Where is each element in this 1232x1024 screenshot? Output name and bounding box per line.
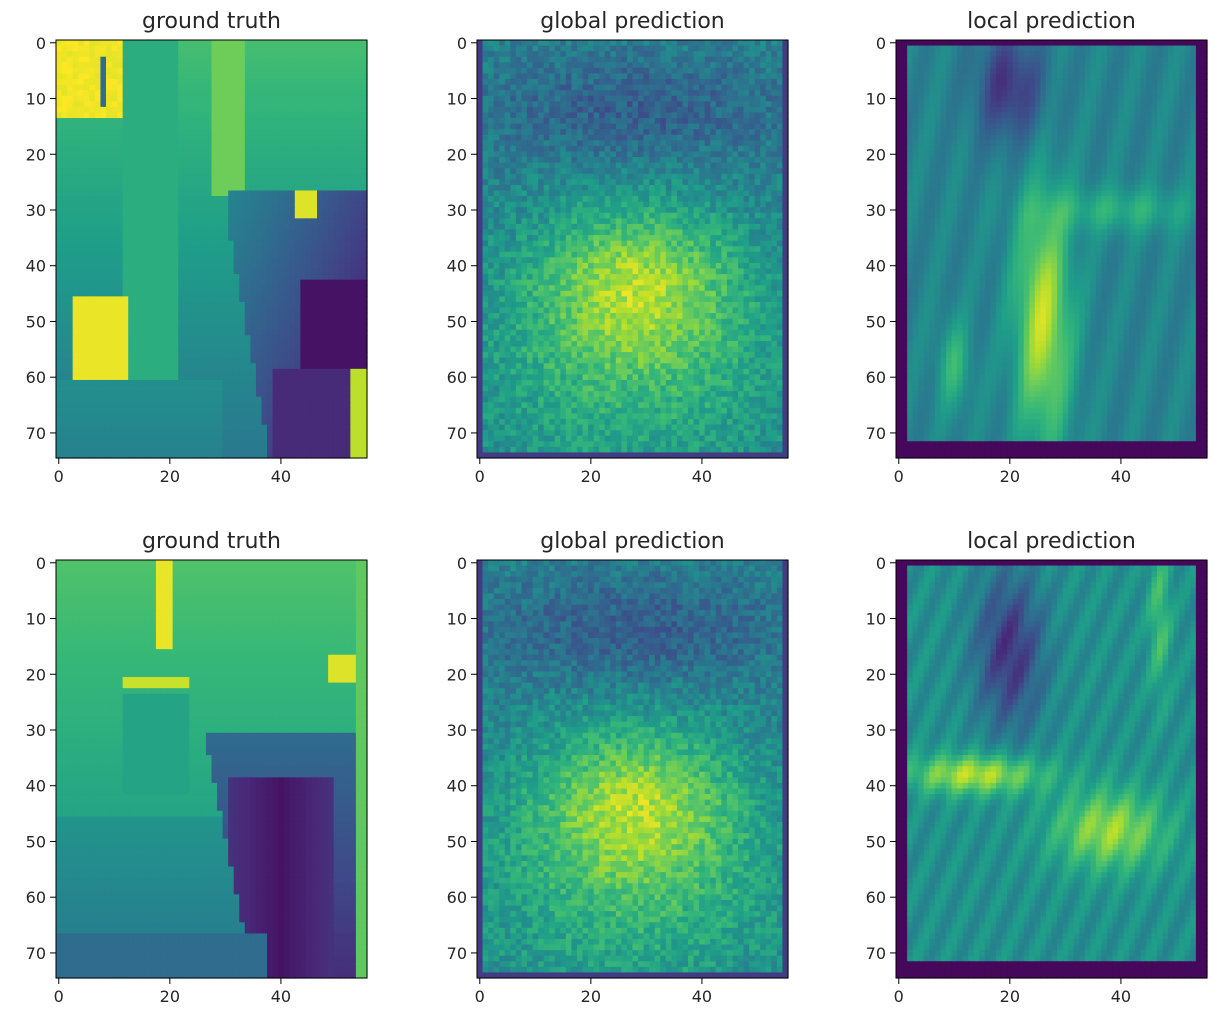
panel-5: global prediction 0 20 40 0 10 20 30 40 50 60 70 xyxy=(447,529,789,1006)
panel-title: local prediction xyxy=(967,9,1136,34)
x-tick-label: 20 xyxy=(581,467,601,486)
y-tick-label: 50 xyxy=(26,832,46,851)
heatmap-image xyxy=(896,560,1208,979)
y-tick-label: 50 xyxy=(866,832,886,851)
panel-6: local prediction 0 20 40 0 10 20 30 40 50 60 70 xyxy=(866,529,1208,1006)
x-tick-label: 0 xyxy=(894,987,904,1006)
x-tick-label: 20 xyxy=(160,467,180,486)
y-tick-label: 30 xyxy=(447,721,467,740)
y-tick-label: 10 xyxy=(866,90,886,109)
heatmap-image xyxy=(477,560,789,979)
panel-title: global prediction xyxy=(540,9,724,34)
y-tick-label: 50 xyxy=(866,312,886,331)
panel-4: ground truth 0 20 40 0 10 20 30 40 50 60 70 xyxy=(26,529,368,1006)
y-tick-label: 10 xyxy=(447,90,467,109)
y-tick-label: 70 xyxy=(866,424,886,443)
y-tick-label: 60 xyxy=(26,368,46,387)
panel-title: ground truth xyxy=(142,9,281,34)
x-tick-label: 40 xyxy=(271,467,291,486)
y-tick-label: 60 xyxy=(447,368,467,387)
y-tick-label: 20 xyxy=(26,145,46,164)
y-tick-label: 20 xyxy=(447,665,467,684)
y-tick-label: 50 xyxy=(447,312,467,331)
x-tick-label: 0 xyxy=(54,987,64,1006)
y-tick-label: 10 xyxy=(447,610,467,629)
y-tick-label: 30 xyxy=(26,721,46,740)
y-tick-label: 10 xyxy=(866,610,886,629)
y-tick-label: 40 xyxy=(866,257,886,276)
x-tick-label: 20 xyxy=(1000,987,1020,1006)
panel-2: global prediction 0 20 40 0 10 20 30 40 50 60 70 xyxy=(447,9,789,486)
y-tick-label: 60 xyxy=(26,888,46,907)
x-tick-label: 0 xyxy=(894,467,904,486)
x-tick-label: 40 xyxy=(692,467,712,486)
y-tick-label: 20 xyxy=(866,145,886,164)
y-tick-label: 0 xyxy=(876,34,886,53)
y-tick-label: 0 xyxy=(457,554,467,573)
y-tick-label: 0 xyxy=(36,34,46,53)
y-tick-label: 0 xyxy=(457,34,467,53)
y-tick-label: 70 xyxy=(447,424,467,443)
heatmap-image xyxy=(477,40,789,459)
y-tick-label: 70 xyxy=(26,944,46,963)
panel-title: ground truth xyxy=(142,529,281,554)
panel-title: global prediction xyxy=(540,529,724,554)
y-tick-label: 50 xyxy=(447,832,467,851)
y-tick-label: 30 xyxy=(447,201,467,220)
y-tick-label: 70 xyxy=(447,944,467,963)
y-tick-label: 70 xyxy=(866,944,886,963)
y-tick-label: 40 xyxy=(26,777,46,796)
heatmap-image xyxy=(56,40,368,459)
y-tick-label: 10 xyxy=(26,90,46,109)
y-tick-label: 40 xyxy=(447,777,467,796)
x-tick-label: 0 xyxy=(54,467,64,486)
y-tick-label: 30 xyxy=(866,721,886,740)
y-tick-label: 20 xyxy=(447,145,467,164)
heatmap-image xyxy=(56,560,368,979)
panel-title: local prediction xyxy=(967,529,1136,554)
y-tick-label: 40 xyxy=(447,257,467,276)
heatmap-image xyxy=(896,40,1208,459)
y-tick-label: 20 xyxy=(26,665,46,684)
y-tick-label: 40 xyxy=(866,777,886,796)
y-tick-label: 50 xyxy=(26,312,46,331)
y-tick-label: 60 xyxy=(866,368,886,387)
y-tick-label: 70 xyxy=(26,424,46,443)
y-tick-label: 0 xyxy=(876,554,886,573)
y-tick-label: 30 xyxy=(866,201,886,220)
y-tick-label: 0 xyxy=(36,554,46,573)
x-tick-label: 0 xyxy=(475,987,485,1006)
x-tick-label: 40 xyxy=(692,987,712,1006)
y-tick-label: 20 xyxy=(866,665,886,684)
x-tick-label: 20 xyxy=(160,987,180,1006)
y-tick-label: 60 xyxy=(866,888,886,907)
x-tick-label: 20 xyxy=(1000,467,1020,486)
x-tick-label: 0 xyxy=(475,467,485,486)
panel-3: local prediction 0 20 40 0 10 20 30 40 50 60 70 xyxy=(866,9,1208,486)
y-tick-label: 40 xyxy=(26,257,46,276)
y-tick-label: 10 xyxy=(26,610,46,629)
x-tick-label: 40 xyxy=(1111,467,1131,486)
y-tick-label: 30 xyxy=(26,201,46,220)
x-tick-label: 40 xyxy=(271,987,291,1006)
x-tick-label: 40 xyxy=(1111,987,1131,1006)
x-tick-label: 20 xyxy=(581,987,601,1006)
panel-1: ground truth 0 20 40 0 10 20 30 40 50 60 70 xyxy=(26,9,368,486)
y-tick-label: 60 xyxy=(447,888,467,907)
